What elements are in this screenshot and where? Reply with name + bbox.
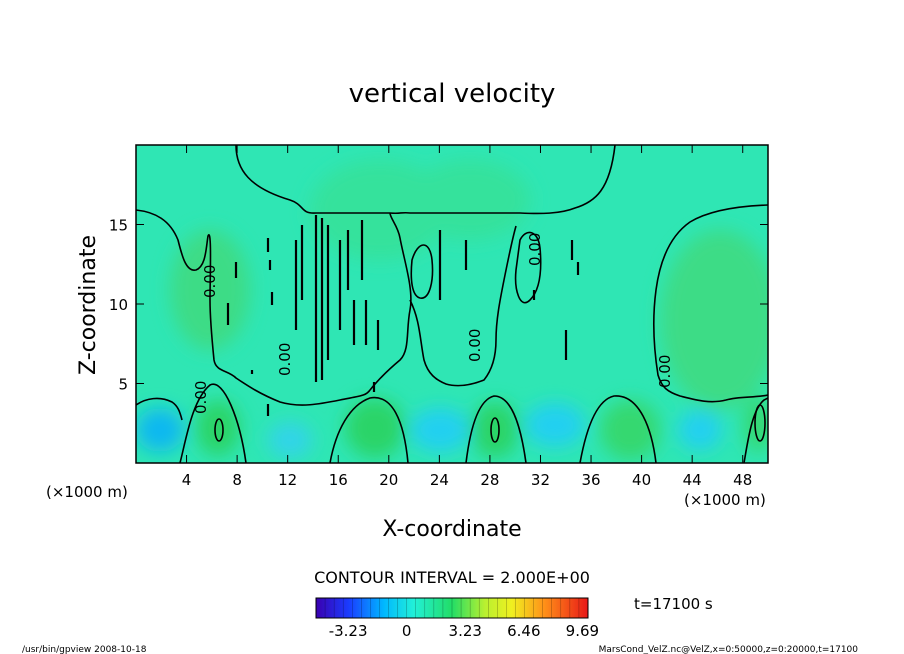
x-tick-label: 16 <box>329 471 348 489</box>
chart-title: vertical velocity <box>349 79 556 109</box>
contour-bottom-1 <box>179 383 247 463</box>
contour-right-zero <box>653 204 768 403</box>
colorbar-tick-label: 3.23 <box>449 622 482 640</box>
contour-label: 0.00 <box>656 355 674 388</box>
x-tick-label: 48 <box>733 471 752 489</box>
contour-left-zero <box>136 209 371 406</box>
contour-center <box>409 225 517 387</box>
x-tick-label: 12 <box>278 471 297 489</box>
x-axis-unit-left: (×1000 m) <box>46 483 128 501</box>
contour-ring-3 <box>754 404 766 442</box>
contour-bottom-2 <box>329 396 409 463</box>
x-tick-label: 20 <box>379 471 398 489</box>
colorbar-tick-label: -3.23 <box>329 622 368 640</box>
x-axis-title: X-coordinate <box>382 517 521 542</box>
contour-middle-trough <box>369 212 412 391</box>
y-tick-label: 10 <box>109 296 128 314</box>
contour-lower-left-bump <box>136 397 183 421</box>
contour-bottom-4 <box>579 395 657 463</box>
contour-label: 0.00 <box>192 381 210 414</box>
field-shading <box>136 160 768 460</box>
colorbar-tick-label: 9.69 <box>566 622 599 640</box>
contour-bottom-5 <box>743 397 768 463</box>
x-axis-unit-right: (×1000 m) <box>684 491 766 509</box>
contour-interval-label: CONTOUR INTERVAL = 2.000E+00 <box>314 568 590 587</box>
y-tick-label: 15 <box>109 217 128 235</box>
contour-blob-2 <box>410 244 434 299</box>
x-tick-label: 36 <box>581 471 600 489</box>
contour-label: 0.00 <box>201 265 219 298</box>
contour-top-boundary <box>235 145 616 215</box>
colorbar-ticks: -3.23 0 3.23 6.46 9.69 <box>315 598 599 640</box>
contour-label: 0.00 <box>466 329 484 362</box>
x-tick-label: 32 <box>531 471 550 489</box>
y-tick-label: 5 <box>118 376 128 394</box>
footer-left: /usr/bin/gpview 2008-10-18 <box>22 645 147 654</box>
x-tick-label: 4 <box>182 471 192 489</box>
contour-ring-1 <box>214 418 224 442</box>
x-tick-label: 8 <box>232 471 242 489</box>
x-tick-label: 28 <box>480 471 499 489</box>
x-tick-label: 40 <box>632 471 651 489</box>
colorbar: -3.23 0 3.23 6.46 9.69 <box>315 597 599 640</box>
contour-bottom-3 <box>465 395 527 463</box>
y-axis: 5 10 15 <box>109 217 768 394</box>
colorbar-tick-label: 0 <box>402 622 412 640</box>
contour-label: 0.00 <box>276 343 294 376</box>
x-tick-label: 24 <box>430 471 449 489</box>
x-tick-label: 44 <box>683 471 702 489</box>
contour-label-group: 0.00 0.00 0.00 0.00 0.00 0.00 <box>192 233 674 414</box>
footer-right: MarsCond_VelZ.nc@VelZ,x=0:50000,z=0:2000… <box>599 645 859 654</box>
contour-blob-1 <box>514 231 542 304</box>
y-axis-title: Z-coordinate <box>76 235 101 375</box>
contour-label: 0.00 <box>526 233 544 266</box>
contour-lines <box>136 145 768 463</box>
plot-area: 0.00 0.00 0.00 0.00 0.00 0.00 <box>136 145 768 463</box>
x-axis: 4 8 12 16 20 24 28 32 36 40 44 48 <box>182 145 752 489</box>
time-label: t=17100 s <box>634 595 713 613</box>
contour-ring-2 <box>490 417 500 443</box>
contour-streaks <box>226 215 580 416</box>
colorbar-tick-label: 6.46 <box>507 622 540 640</box>
